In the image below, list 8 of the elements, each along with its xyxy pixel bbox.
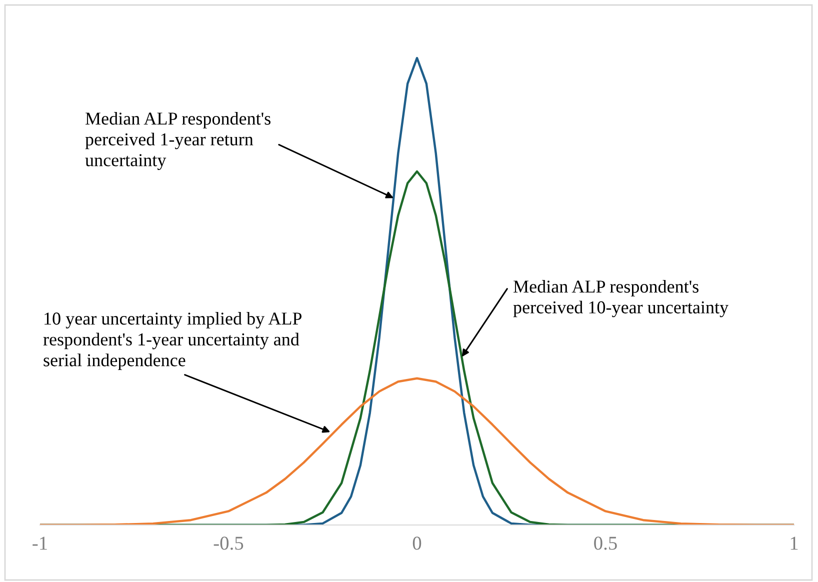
x-tick-label: 0.5 — [594, 536, 617, 550]
annotation: Median ALP respondent's perceived 1-year return uncertainty — [85, 112, 270, 170]
annotation: 10 year uncertainty implied by ALP respondent's 1-year uncertainty and serial independence — [43, 312, 302, 370]
annotation: Median ALP respondent's perceived 10-year uncertainty — [513, 280, 728, 318]
x-tick-label: -1 — [32, 536, 47, 550]
x-tick-label: 0 — [412, 536, 422, 550]
x-tick-label: -0.5 — [214, 536, 244, 550]
x-tick-label: 1 — [790, 536, 798, 550]
